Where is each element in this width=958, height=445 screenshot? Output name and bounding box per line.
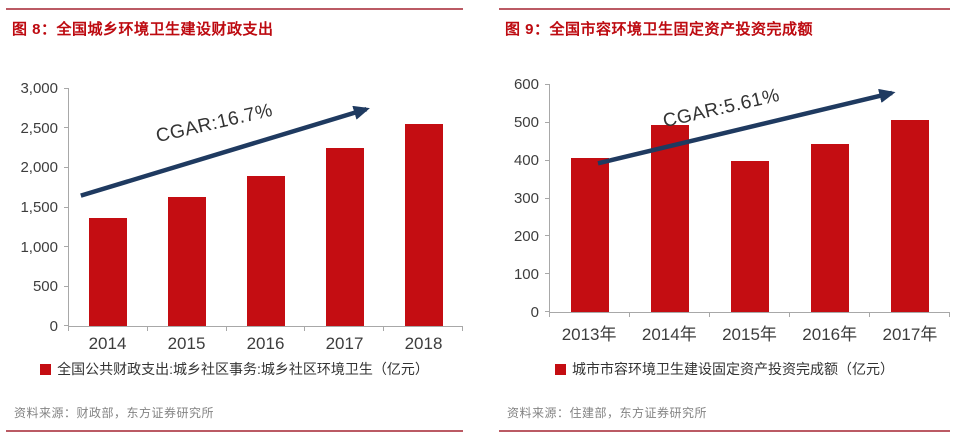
x-axis-labels: 2014 2015 2016 2017 2018	[68, 334, 463, 354]
y-axis-labels: 600 500 400 300 200 100 0	[499, 77, 549, 321]
x-axis-tick	[949, 312, 950, 317]
y-tick-label: 400	[513, 151, 539, 169]
bar-2014年	[651, 125, 689, 312]
y-axis-tick	[545, 84, 550, 85]
x-tick-label: 2015	[167, 334, 206, 353]
x-tick-label: 2013年	[561, 325, 617, 344]
bar-slot	[550, 85, 630, 312]
bar-slot	[790, 85, 870, 312]
x-axis-tick	[789, 312, 790, 317]
plot-area: CGAR:5.61%	[545, 84, 950, 317]
source-note: 资料来源：住建部，东方证券研究所	[507, 406, 708, 420]
x-tick-label: 2016年	[802, 325, 858, 344]
x-axis-tick	[462, 326, 463, 331]
x-tick-label: 2014	[88, 334, 127, 353]
x-axis-tick	[629, 312, 630, 317]
figure-title: 图 8：全国城乡环境卫生建设财政支出	[12, 21, 274, 38]
bottom-divider	[6, 430, 463, 432]
legend: 全国公共财政支出:城乡社区事务:城乡社区环境卫生（亿元）	[6, 359, 463, 379]
x-tick-label: 2014年	[641, 325, 697, 344]
x-axis-labels: 2013年 2014年 2015年 2016年 2017年	[549, 320, 950, 345]
y-axis-tick	[545, 273, 550, 275]
bar-2017年	[891, 119, 929, 312]
bar-slot	[870, 85, 950, 312]
top-divider	[6, 8, 463, 10]
y-tick-label: 3,000	[20, 80, 58, 97]
y-axis-tick	[545, 159, 550, 161]
x-tick-label: 2018	[404, 334, 443, 353]
y-tick-label: 500	[32, 278, 58, 296]
y-axis-tick	[545, 197, 550, 199]
x-axis-tick	[146, 326, 148, 331]
bar-slot	[384, 89, 463, 326]
bottom-divider	[499, 430, 950, 432]
bar-2017	[325, 147, 364, 326]
bar-2016	[246, 176, 285, 326]
x-tick-label: 2017	[325, 334, 364, 353]
legend-label: 全国公共财政支出:城乡社区事务:城乡社区环境卫生（亿元）	[57, 361, 429, 377]
bar-slot	[305, 89, 384, 326]
bar-2015年	[731, 161, 769, 312]
x-axis-tick	[869, 312, 870, 317]
y-axis-tick	[64, 127, 69, 129]
y-tick-label: 2,500	[20, 119, 58, 137]
bar-2016年	[811, 144, 849, 312]
y-axis-tick	[64, 88, 69, 89]
figure-panel-left: 图 8：全国城乡环境卫生建设财政支出 3,000 2,500 2,000 1,500 1…	[6, 8, 463, 432]
x-tick-label: 2016	[246, 334, 285, 353]
bar-2014	[89, 217, 128, 326]
y-axis-tick	[545, 235, 550, 237]
bar-slot	[227, 89, 306, 326]
x-tick-label: 2015年	[722, 325, 777, 344]
y-axis-tick	[545, 121, 550, 123]
source-note: 资料来源：财政部，东方证券研究所	[14, 406, 215, 420]
y-tick-label: 1,000	[20, 238, 58, 256]
legend-swatch-icon	[555, 363, 566, 375]
x-axis-tick	[225, 326, 227, 331]
x-axis-tick	[709, 312, 710, 317]
y-tick-label: 2,000	[20, 159, 58, 177]
legend-label: 城市市容环境卫生建设固定资产投资完成额（亿元）	[572, 361, 894, 377]
x-tick-label: 2017年	[882, 325, 938, 344]
y-tick-label: 600	[513, 76, 539, 93]
x-axis-tick	[549, 312, 550, 317]
plot-area: CGAR:16.7%	[64, 88, 463, 331]
y-tick-label: 200	[513, 227, 539, 245]
y-axis-tick	[64, 166, 69, 168]
x-axis-tick	[68, 326, 69, 331]
bars	[69, 89, 463, 326]
y-axis-tick	[64, 245, 69, 247]
bar-slot	[148, 89, 227, 326]
y-tick-label: 0	[49, 318, 58, 335]
y-tick-label: 1,500	[20, 199, 58, 216]
y-tick-label: 500	[513, 113, 539, 131]
legend: 城市市容环境卫生建设固定资产投资完成额（亿元）	[499, 359, 950, 379]
bar-chart: 3,000 2,500 2,000 1,500 1,000 500 0 CGAR:16.7%…	[6, 81, 463, 354]
y-tick-label: 300	[513, 190, 539, 207]
x-axis-tick	[304, 326, 306, 331]
legend-swatch-icon	[40, 363, 52, 375]
y-axis-labels: 3,000 2,500 2,000 1,500 1,000 500 0	[6, 81, 68, 335]
y-tick-label: 0	[530, 304, 539, 321]
y-axis-tick	[64, 285, 69, 287]
bar-slot	[69, 89, 148, 326]
figure-panel-right: 图 9：全国市容环境卫生固定资产投资完成额 600 500 400 300 200 100…	[479, 0, 958, 445]
x-axis-tick	[383, 326, 385, 331]
bar-2015	[168, 197, 207, 326]
y-axis-tick	[64, 325, 69, 326]
bar-chart: 600 500 400 300 200 100 0 CGAR:5.61% 2013年 2014…	[499, 77, 950, 345]
figure-title: 图 9：全国市容环境卫生固定资产投资完成额	[505, 21, 814, 38]
bar-2013年	[571, 157, 609, 312]
bar-2018	[404, 123, 443, 326]
y-axis-tick	[545, 311, 550, 312]
bars	[550, 85, 950, 312]
top-divider	[499, 8, 950, 10]
y-tick-label: 100	[513, 266, 539, 283]
bar-slot	[710, 85, 790, 312]
y-axis-tick	[64, 206, 69, 208]
